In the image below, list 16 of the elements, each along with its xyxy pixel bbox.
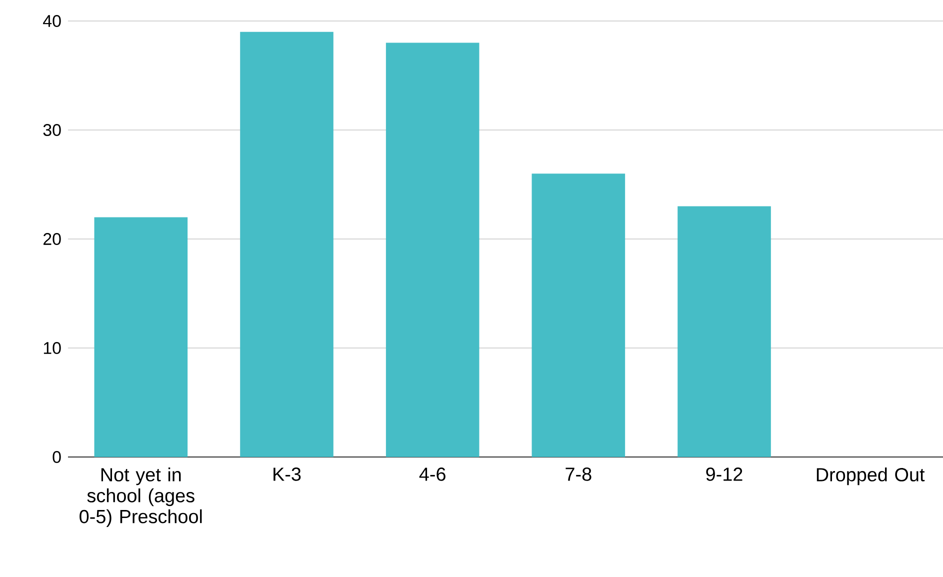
bar (94, 217, 188, 457)
x-tick-label: Not yet in school (ages 0-5) Preschool (80, 468, 202, 527)
bar (240, 32, 334, 457)
y-tick-label: 20 (44, 233, 61, 245)
bar (386, 42, 480, 457)
bar (678, 206, 771, 457)
x-tick-label: K-3 (274, 468, 301, 481)
x-tick-label: 4-6 (419, 468, 446, 481)
y-tick-label: 10 (44, 342, 61, 354)
y-tick-label: 0 (52, 451, 61, 463)
x-tick-label: 7-8 (566, 468, 592, 481)
x-tick-label: 9-12 (706, 468, 742, 481)
y-tick-label: 40 (43, 14, 61, 27)
y-tick-label: 30 (43, 124, 61, 136)
x-tick-label: Dropped Out (816, 468, 925, 486)
bar (532, 174, 626, 457)
